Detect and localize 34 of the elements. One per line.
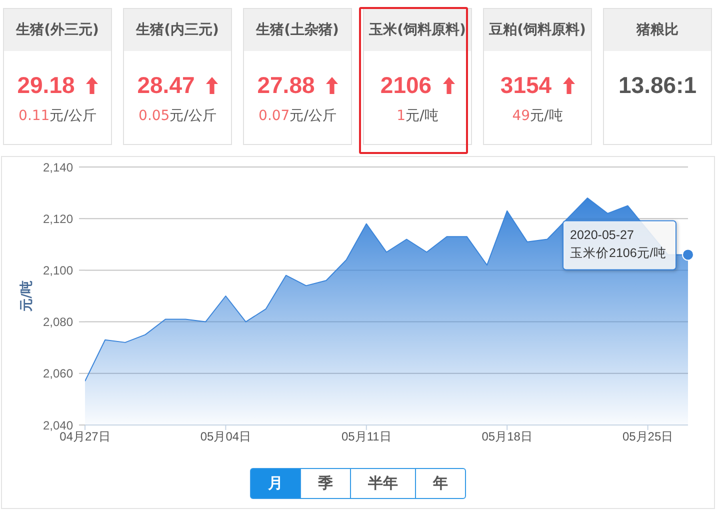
text: 半年 [350,468,416,499]
category-label: 生猪(土杂猪) [256,21,339,39]
text: 1元/吨 [396,108,438,124]
text: 27.88 [257,72,315,98]
annotation: 2020-05-27 玉米价2106元/吨 [570,228,666,260]
y-tick-label: 2,100 [42,263,74,278]
text: 月 [250,468,301,499]
text: 2106 [380,72,432,98]
text: 0.07元/公斤 [258,108,336,124]
y-tick-label: 2,060 [42,366,74,381]
text: 49元/吨 [512,108,563,124]
text: 28.47 [137,72,195,98]
text: 季 [300,468,351,499]
category-label: 玉米(饲料原料) [369,21,466,39]
y-tick-label: 2,120 [42,212,74,226]
category-label: 猪粮比 [636,21,678,39]
text: 年 [415,468,466,499]
y-tick-label: 2,080 [42,315,74,330]
text: 3154 [500,72,552,98]
x-tick-label: 05月11日 [341,430,392,444]
text: 0.05元/公斤 [138,108,216,124]
text: 13.86:1 [618,72,696,98]
text: 29.18 [17,72,75,98]
x-tick-label: 04月27日 [60,430,110,444]
text: 0.11元/公斤 [18,108,96,124]
category-label: 豆粕(饲料原料) [489,21,586,39]
x-tick-label: 05月18日 [482,430,532,444]
category-label: 生猪(内三元) [136,21,219,39]
y-tick-label: 2,040 [42,418,74,432]
y-tick-label: 2,140 [42,160,74,174]
x-tick-label: 05月04日 [200,430,252,444]
category-label: 生猪(外三元) [16,21,99,39]
x-tick-label: 05月25日 [622,430,674,444]
y-axis-title: 元/吨 [20,280,35,312]
